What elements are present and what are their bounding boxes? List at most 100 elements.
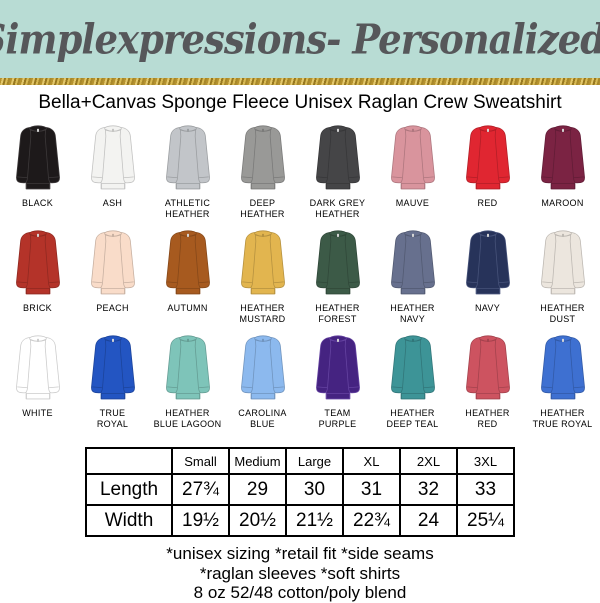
sweatshirt-icon [465,230,510,295]
sweatshirt-icon [390,335,435,400]
color-swatch-red: RED [450,119,525,224]
sweatshirt-icon [165,230,210,295]
size-column-header: Large [285,447,344,475]
size-table-row-width: Width 19½ 20½ 21½ 22¾ 24 25¼ [85,504,515,537]
color-swatch-white: WHITE [0,329,75,434]
color-grid-row: WHITE TRUE ROYAL HEATHER BLUE LAGOON [0,329,600,434]
size-column-header: Medium [228,447,287,475]
color-swatch-maroon: MAROON [525,119,600,224]
color-swatch-team-purple: TEAM PURPLE [300,329,375,434]
color-swatch-deep-heather: DEEP HEATHER [225,119,300,224]
sweatshirt-icon [15,230,60,295]
glitter-divider [0,78,600,85]
color-label: DEEP HEATHER [240,198,285,219]
product-subtitle: Bella+Canvas Sponge Fleece Unisex Raglan… [38,92,562,113]
header-banner: Simplexpressions- Personalized! [0,0,600,78]
sweatshirt-icon [240,125,285,190]
color-grid: BLACK ASH ATHLETIC HEATHER [0,119,600,434]
sweatshirt-icon [90,125,135,190]
size-value-cell: 30 [285,473,344,506]
size-value-cell: 27¾ [171,473,230,506]
color-swatch-heather-deep-teal: HEATHER DEEP TEAL [375,329,450,434]
color-label: ATHLETIC HEATHER [164,198,211,219]
sweatshirt-icon [540,335,585,400]
color-label: HEATHER BLUE LAGOON [153,408,222,429]
color-label: HEATHER TRUE ROYAL [532,408,593,429]
color-swatch-peach: PEACH [75,224,150,329]
color-label: BRICK [22,303,52,313]
size-value-cell: 20½ [228,504,287,537]
color-swatch-heather-dust: HEATHER DUST [525,224,600,329]
size-column-header: XL [342,447,401,475]
size-table-row-length: Length 27¾ 29 30 31 32 33 [85,473,515,506]
color-label: CAROLINA BLUE [238,408,287,429]
sweatshirt-icon [15,125,60,190]
size-table-body: Length 27¾ 29 30 31 32 33 Width 19½ 20½ 21½ 22¾ 24 25… [85,473,515,537]
sweatshirt-icon [240,230,285,295]
color-grid-row: BLACK ASH ATHLETIC HEATHER [0,119,600,224]
sweatshirt-icon [315,230,360,295]
color-label: ASH [102,198,123,208]
sweatshirt-icon [315,125,360,190]
color-swatch-heather-true-royal: HEATHER TRUE ROYAL [525,329,600,434]
sweatshirt-icon [540,125,585,190]
sweatshirt-icon [15,335,60,400]
sweatshirt-icon [165,125,210,190]
color-label: HEATHER MUSTARD [239,303,286,324]
size-value-cell: 33 [456,473,515,506]
sweatshirt-icon [390,230,435,295]
sweatshirt-icon [90,335,135,400]
size-value-cell: 32 [399,473,458,506]
sweatshirt-icon [165,335,210,400]
footer-note-line: *raglan sleeves *soft shirts [199,563,401,583]
sweatshirt-icon [90,230,135,295]
color-swatch-true-royal: TRUE ROYAL [75,329,150,434]
sweatshirt-icon [390,125,435,190]
color-label: BLACK [21,198,53,208]
color-swatch-ash: ASH [75,119,150,224]
size-value-cell: 21½ [285,504,344,537]
size-row-label: Length [85,473,173,506]
sweatshirt-icon [465,335,510,400]
color-label: HEATHER RED [465,408,510,429]
sweatshirt-icon [540,230,585,295]
color-swatch-mauve: MAUVE [375,119,450,224]
color-swatch-dark-grey-heather: DARK GREY HEATHER [300,119,375,224]
size-value-cell: 31 [342,473,401,506]
size-value-cell: 25¼ [456,504,515,537]
color-swatch-navy: NAVY [450,224,525,329]
color-swatch-heather-forest: HEATHER FOREST [300,224,375,329]
size-column-header: 3XL [456,447,515,475]
sweatshirt-icon [315,335,360,400]
footer-note-line: 8 oz 52/48 cotton/poly blend [193,583,407,602]
color-swatch-brick: BRICK [0,224,75,329]
size-column-header: 2XL [399,447,458,475]
sweatshirt-icon [465,125,510,190]
color-swatch-heather-mustard: HEATHER MUSTARD [225,224,300,329]
color-label: HEATHER FOREST [315,303,360,324]
size-value-cell: 24 [399,504,458,537]
color-swatch-heather-blue-lagoon: HEATHER BLUE LAGOON [150,329,225,434]
color-label: RED [477,198,498,208]
footer-notes: *unisex sizing *retail fit *side seams *… [0,544,600,603]
size-value-cell: 19½ [171,504,230,537]
color-swatch-carolina-blue: CAROLINA BLUE [225,329,300,434]
color-label: WHITE [22,408,53,418]
color-label: MAROON [541,198,584,208]
color-label: NAVY [474,303,501,313]
size-row-label: Width [85,504,173,537]
size-table-head: Small Medium Large XL 2XL 3XL [85,447,515,475]
size-table: Small Medium Large XL 2XL 3XL Length 27¾ 29 30 31… [85,447,515,537]
footer-note-line: *unisex sizing *retail fit *side seams [166,544,434,563]
color-label: DARK GREY HEATHER [309,198,366,219]
color-swatch-athletic-heather: ATHLETIC HEATHER [150,119,225,224]
size-column-header: Small [171,447,230,475]
color-label: TEAM PURPLE [318,408,357,429]
color-label: HEATHER NAVY [390,303,435,324]
size-value-cell: 29 [228,473,287,506]
color-label: HEATHER DUST [540,303,585,324]
color-swatch-heather-red: HEATHER RED [450,329,525,434]
color-swatch-black: BLACK [0,119,75,224]
color-swatch-autumn: AUTUMN [150,224,225,329]
color-label: PEACH [96,303,129,313]
